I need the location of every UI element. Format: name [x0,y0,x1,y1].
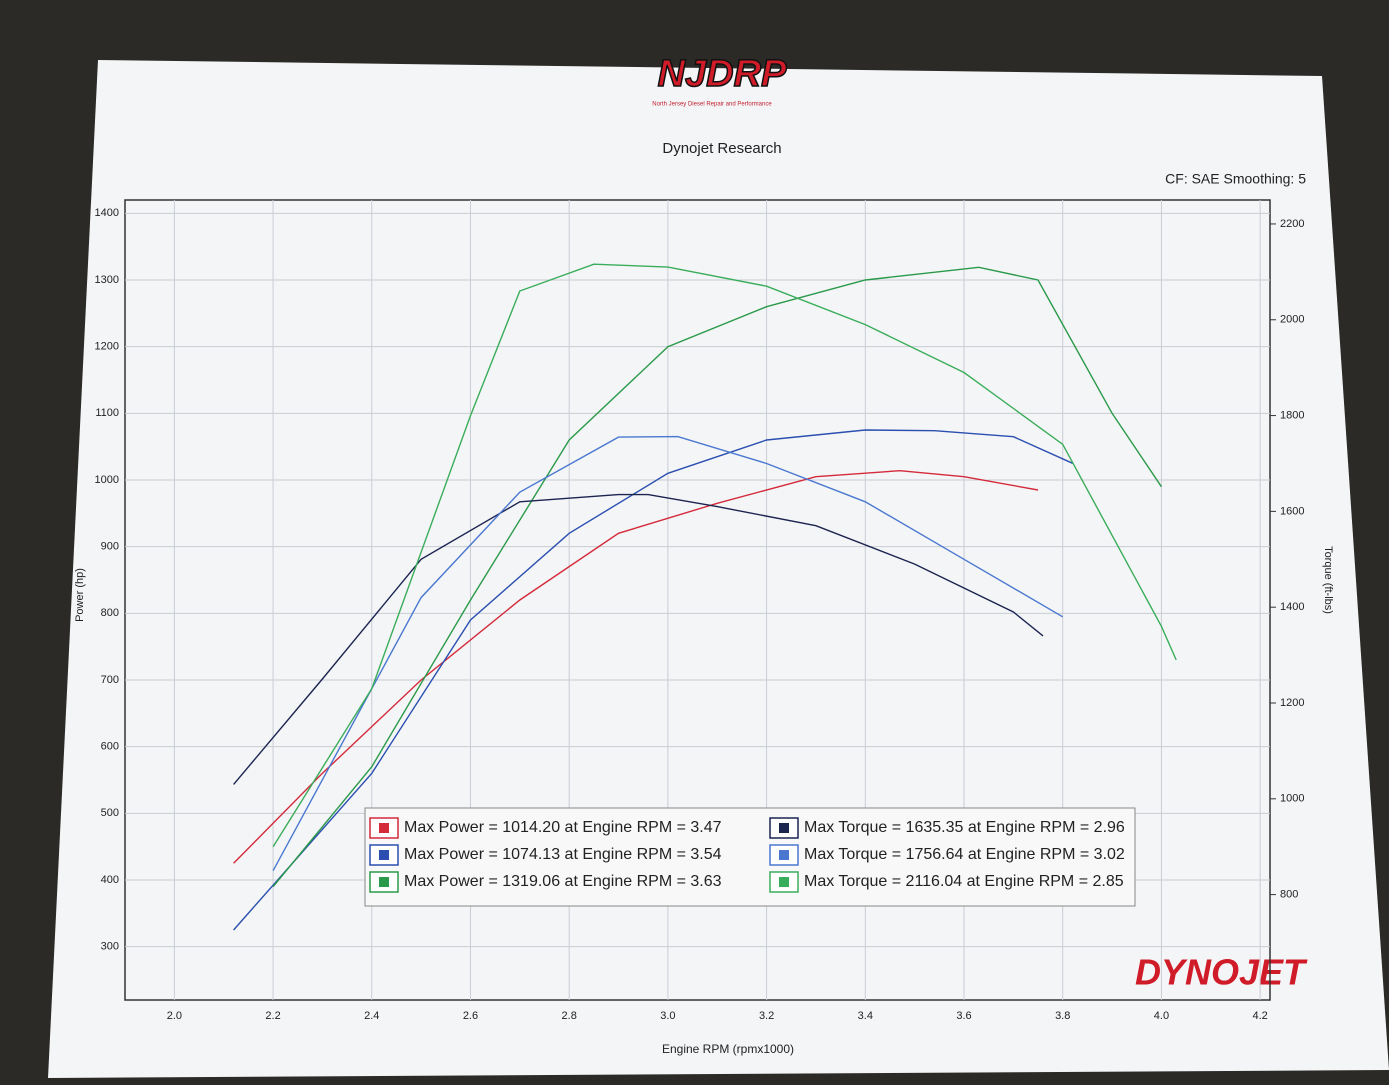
series-line [233,493,1044,785]
y2-axis-label: Torque (ft-lbs) [1322,546,1334,614]
legend-label: Max Power = 1014.20 at Engine RPM = 3.47 [404,819,722,836]
legend-label: Max Torque = 2116.04 at Engine RPM = 2.8… [804,873,1124,890]
legend-swatch-inner [379,877,389,887]
y-tick-label: 1100 [95,407,119,419]
y2-tick-label: 2000 [1280,314,1304,326]
legend-label: Max Torque = 1756.64 at Engine RPM = 3.0… [804,846,1125,863]
legend-swatch-inner [779,850,789,860]
y-tick-label: 800 [101,607,119,619]
paper [48,60,1389,1078]
y2-tick-label: 1800 [1280,409,1304,421]
y-tick-label: 600 [101,741,119,753]
y2-tick-label: 2200 [1280,218,1304,230]
y2-tick-label: 800 [1280,889,1298,901]
y-tick-label: 900 [101,541,119,553]
legend-label: Max Torque = 1635.35 at Engine RPM = 2.9… [804,819,1125,836]
x-tick-label: 3.4 [858,1010,873,1022]
y-tick-label: 1300 [95,274,119,286]
x-tick-label: 4.2 [1252,1010,1267,1022]
series-line [233,469,1039,864]
legend-swatch-inner [379,850,389,860]
series-line [272,435,1064,872]
x-tick-label: 3.8 [1055,1010,1070,1022]
x-tick-label: 4.0 [1154,1010,1169,1022]
y2-tick-label: 1600 [1280,505,1304,517]
y-tick-label: 700 [101,674,119,686]
y-tick-label: 1200 [95,341,119,353]
x-tick-label: 2.8 [562,1010,577,1022]
x-tick-label: 3.0 [660,1010,675,1022]
chart-title: Dynojet Research [662,140,781,157]
legend-swatch-inner [379,823,389,833]
y2-tick-label: 1000 [1280,793,1304,805]
legend-label: Max Power = 1074.13 at Engine RPM = 3.54 [404,846,722,863]
legend-swatch-inner [779,823,789,833]
series-line [272,266,1162,888]
x-tick-label: 2.4 [364,1010,379,1022]
legend-swatch-inner [779,877,789,887]
x-tick-label: 2.2 [265,1010,280,1022]
y-axis-label: Power (hp) [74,568,86,622]
series-line [233,429,1073,931]
x-axis-label: Engine RPM (rpmx1000) [662,1042,794,1056]
chart-subtitle: CF: SAE Smoothing: 5 [1165,171,1306,187]
x-tick-label: 2.6 [463,1010,478,1022]
y-tick-label: 500 [101,807,119,819]
y-tick-label: 1000 [95,474,119,486]
x-tick-label: 2.0 [167,1010,182,1022]
logo: NJDRP [658,53,787,95]
y2-tick-label: 1400 [1280,601,1304,613]
y-tick-label: 400 [101,874,119,886]
logo-subtitle: North Jersey Diesel Repair and Performan… [652,102,772,108]
series-line [272,263,1177,848]
plot-frame [124,199,1271,1001]
y-tick-label: 300 [101,941,119,953]
brand-logo: DYNOJET [1135,952,1308,993]
legend-box [364,807,1136,907]
legend-label: Max Power = 1319.06 at Engine RPM = 3.63 [404,873,722,890]
y2-tick-label: 1200 [1280,697,1304,709]
y-tick-label: 1400 [95,207,119,219]
x-tick-label: 3.2 [759,1010,774,1022]
x-tick-label: 3.6 [956,1010,971,1022]
